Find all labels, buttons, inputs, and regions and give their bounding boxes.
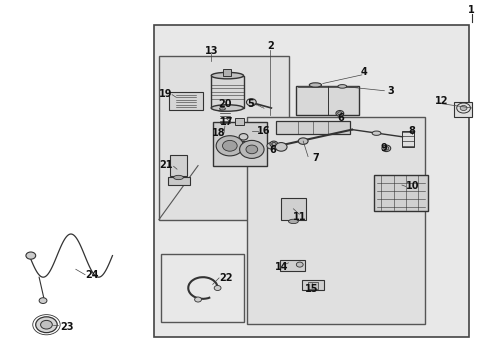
Text: 17: 17 (219, 117, 233, 127)
Ellipse shape (216, 106, 228, 111)
Text: 1: 1 (467, 5, 473, 15)
Circle shape (26, 252, 36, 259)
Ellipse shape (298, 138, 307, 144)
Text: 10: 10 (405, 181, 418, 192)
Circle shape (216, 136, 243, 156)
Circle shape (39, 298, 47, 303)
Bar (453, 102, 471, 117)
Text: 7: 7 (311, 153, 318, 163)
Text: 24: 24 (85, 270, 99, 280)
Ellipse shape (381, 145, 390, 152)
Text: 18: 18 (211, 128, 225, 138)
Bar (212, 122, 266, 166)
Text: 19: 19 (158, 89, 172, 99)
Ellipse shape (308, 83, 321, 87)
Ellipse shape (173, 175, 183, 180)
Text: 23: 23 (60, 321, 73, 332)
Bar (302, 280, 323, 290)
Bar (276, 121, 349, 134)
Text: 6: 6 (337, 113, 344, 123)
Ellipse shape (266, 143, 275, 149)
Bar (295, 86, 359, 115)
Bar (402, 131, 413, 147)
Text: 9: 9 (380, 143, 386, 153)
Circle shape (222, 140, 237, 151)
Circle shape (239, 134, 247, 140)
Bar (373, 175, 427, 211)
Text: 16: 16 (256, 126, 270, 136)
Bar (223, 69, 231, 76)
Text: 3: 3 (387, 86, 394, 96)
Ellipse shape (296, 262, 303, 267)
Bar (234, 118, 244, 125)
Text: 20: 20 (218, 99, 231, 109)
Ellipse shape (219, 108, 225, 110)
Text: 6: 6 (268, 145, 275, 155)
Text: 13: 13 (204, 46, 218, 57)
Circle shape (459, 105, 466, 111)
Ellipse shape (383, 147, 388, 150)
Circle shape (36, 317, 57, 333)
Bar (246, 117, 425, 324)
Bar (161, 254, 244, 322)
Text: 14: 14 (274, 262, 288, 272)
Ellipse shape (211, 105, 243, 111)
Text: 15: 15 (305, 284, 318, 294)
Bar (307, 282, 317, 289)
Circle shape (275, 143, 286, 151)
Circle shape (246, 99, 256, 106)
Text: 22: 22 (219, 273, 232, 283)
Circle shape (214, 285, 221, 291)
Bar (154, 25, 468, 337)
Bar (298, 86, 356, 87)
Ellipse shape (211, 72, 243, 79)
Bar (211, 76, 243, 108)
Bar (159, 56, 288, 220)
Circle shape (239, 140, 264, 158)
Circle shape (239, 141, 247, 148)
Ellipse shape (335, 111, 343, 116)
Circle shape (194, 297, 201, 302)
Circle shape (41, 320, 52, 329)
Ellipse shape (269, 141, 277, 147)
Ellipse shape (337, 112, 341, 115)
Text: 8: 8 (408, 126, 415, 136)
Bar (169, 155, 187, 176)
Bar (168, 92, 203, 110)
Ellipse shape (218, 124, 229, 128)
Ellipse shape (288, 219, 298, 224)
Text: 12: 12 (434, 96, 447, 106)
Bar (280, 260, 304, 271)
Bar (167, 177, 189, 185)
Ellipse shape (371, 131, 380, 135)
Text: 4: 4 (360, 67, 367, 77)
Ellipse shape (271, 143, 275, 146)
Text: 5: 5 (247, 99, 254, 109)
Text: 21: 21 (159, 160, 173, 170)
Text: 2: 2 (266, 41, 273, 51)
Bar (281, 198, 305, 220)
Text: 11: 11 (292, 212, 305, 222)
Circle shape (245, 145, 257, 154)
Ellipse shape (337, 85, 346, 88)
